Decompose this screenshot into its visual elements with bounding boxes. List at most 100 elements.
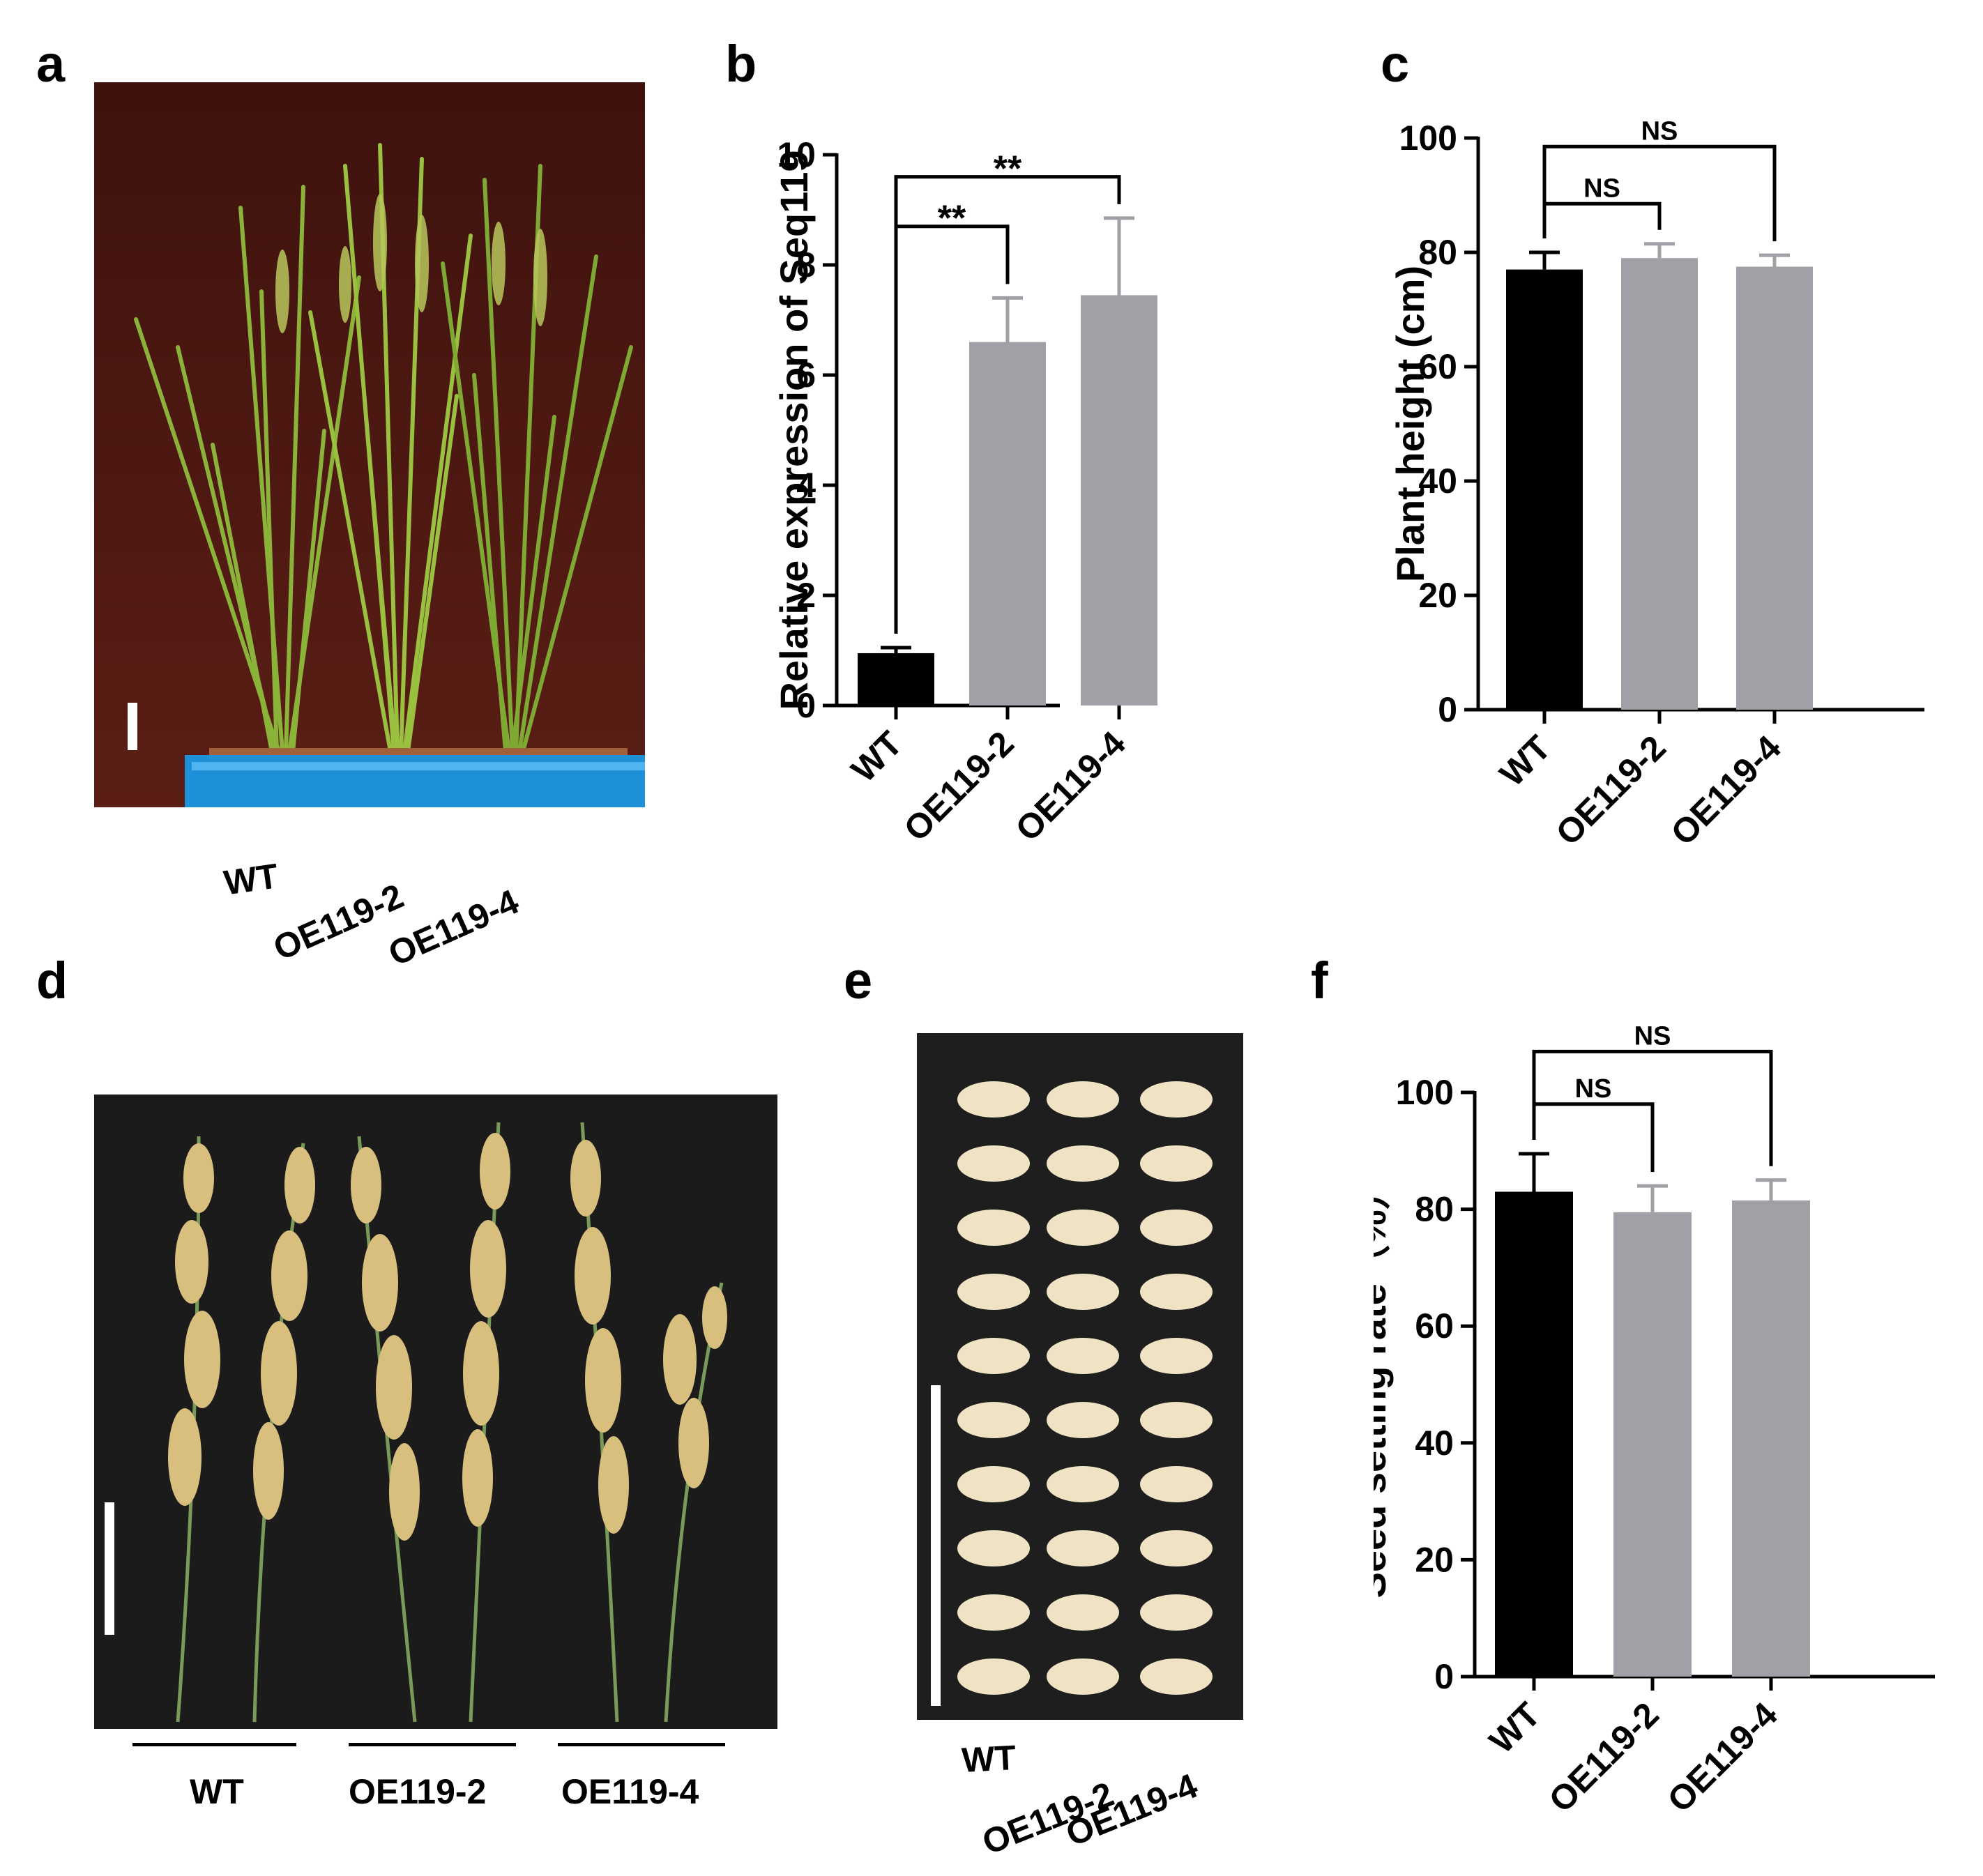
grain xyxy=(1047,1658,1119,1695)
panel-letter-e: e xyxy=(844,952,873,1009)
y-tick-label: 40 xyxy=(1415,1424,1454,1463)
x-tick-label: WT xyxy=(1492,728,1558,794)
panel-a-label-oe119-2: OE119-2 xyxy=(267,876,409,968)
panel-d-label-oe119-2: OE119-2 xyxy=(349,1772,487,1811)
y-tick-label: 40 xyxy=(1418,462,1457,501)
chart-c: 0 20 40 60 80 100 Plant height (cm) WTOE119-2OE… xyxy=(1395,116,1924,853)
grain xyxy=(1047,1594,1119,1631)
significance-bracket xyxy=(1542,144,1777,242)
panel-a-label-oe119-4: OE119-4 xyxy=(382,881,524,974)
y-tick-label: 100 xyxy=(1396,1073,1454,1112)
grain xyxy=(957,1402,1030,1438)
y-tick-label: 6 xyxy=(796,356,816,395)
y-tick-label: 60 xyxy=(1418,347,1457,386)
y-axis-label: Seed setting rate（%） xyxy=(1374,1170,1394,1598)
bar-oe119-4 xyxy=(1736,266,1813,710)
grain xyxy=(1140,1594,1213,1631)
significance-label: ** xyxy=(994,149,1022,190)
panel-d-label-wt: WT xyxy=(190,1772,244,1811)
grain xyxy=(957,1210,1030,1246)
y-tick-label: 20 xyxy=(1415,1540,1454,1579)
group-line-oe119-4 xyxy=(558,1743,725,1746)
scale-bar xyxy=(128,703,137,750)
y-tick-label: 20 xyxy=(1418,576,1457,615)
grain xyxy=(1140,1210,1213,1246)
y-tick-label: 8 xyxy=(796,245,816,284)
grain-illustration xyxy=(917,1033,1243,1720)
panel-e-label-oe119-4: OE119-4 xyxy=(1060,1766,1203,1854)
y-axis-label: Plant height (cm) xyxy=(1395,266,1432,582)
panel-letter-b: b xyxy=(725,35,757,93)
group-line-oe119-2 xyxy=(349,1743,516,1746)
significance-bracket xyxy=(1532,1049,1773,1166)
grain xyxy=(1140,1145,1213,1182)
panicle-illustration xyxy=(94,1095,777,1729)
bar-wt xyxy=(1495,1191,1573,1677)
bar-oe119-2 xyxy=(1613,1212,1692,1677)
panicle-photo xyxy=(94,1095,777,1729)
rice-plant-wt xyxy=(134,185,361,754)
plant-illustration xyxy=(94,82,645,807)
x-tick-label: OE119-2 xyxy=(897,724,1021,848)
significance-bracket xyxy=(1532,1102,1655,1173)
scale-bar xyxy=(105,1502,114,1635)
bar-oe119-4 xyxy=(1081,295,1157,706)
grain xyxy=(1047,1402,1119,1438)
grain xyxy=(1047,1081,1119,1118)
grain xyxy=(1140,1530,1213,1566)
grain xyxy=(1047,1338,1119,1374)
grain xyxy=(957,1530,1030,1566)
bar-oe119-2 xyxy=(969,342,1046,706)
grain xyxy=(1140,1402,1213,1438)
y-tick-label: 80 xyxy=(1415,1190,1454,1229)
y-tick-label: 0 xyxy=(1434,1657,1454,1696)
y-axis-label: Relative expression of Seq119 xyxy=(772,150,816,710)
grain xyxy=(957,1145,1030,1182)
panel-letter-f: f xyxy=(1311,952,1328,1009)
bar-oe119-2 xyxy=(1621,258,1698,710)
significance-label: NS xyxy=(1583,174,1620,203)
grain xyxy=(957,1594,1030,1631)
grain xyxy=(957,1658,1030,1695)
x-tick-label: OE119-4 xyxy=(1664,728,1788,853)
grain xyxy=(1047,1466,1119,1502)
grain xyxy=(1047,1530,1119,1566)
bar-oe119-4 xyxy=(1732,1200,1810,1677)
grain xyxy=(1140,1081,1213,1118)
grain xyxy=(1047,1210,1119,1246)
panicle-grains xyxy=(168,1133,727,1541)
grain xyxy=(1140,1466,1213,1502)
y-tick-label: 100 xyxy=(1399,119,1457,158)
y-tick-label: 0 xyxy=(796,686,816,725)
significance-label: ** xyxy=(938,199,966,239)
y-tick-label: 80 xyxy=(1418,233,1457,272)
group-line-wt xyxy=(132,1743,296,1746)
scale-bar xyxy=(931,1385,941,1706)
panel-d-label-oe119-4: OE119-4 xyxy=(561,1772,699,1811)
y-tick-label: 0 xyxy=(1438,690,1457,729)
x-tick-label: OE119-4 xyxy=(1008,724,1133,848)
panel-a-label-wt: WT xyxy=(221,856,281,903)
significance-bracket xyxy=(894,175,1121,634)
grain-photo xyxy=(917,1033,1243,1720)
y-tick-label: 2 xyxy=(796,576,816,615)
panel-letter-d: d xyxy=(36,952,68,1009)
y-tick-label: 60 xyxy=(1415,1306,1454,1345)
panel-letter-a: a xyxy=(36,35,66,93)
y-tick-label: 4 xyxy=(796,466,816,505)
plant-photo xyxy=(94,82,645,807)
grain xyxy=(957,1338,1030,1374)
significance-label: NS xyxy=(1575,1074,1612,1104)
significance-label: NS xyxy=(1641,116,1678,146)
grain xyxy=(1047,1145,1119,1182)
x-tick-label: OE119-2 xyxy=(1549,728,1673,853)
x-tick-label: OE119-4 xyxy=(1660,1695,1785,1820)
grain xyxy=(957,1081,1030,1118)
x-tick-label: WT xyxy=(844,724,910,790)
grain xyxy=(1140,1658,1213,1695)
grain xyxy=(1047,1274,1119,1310)
grain xyxy=(957,1274,1030,1310)
x-tick-label: OE119-2 xyxy=(1542,1695,1666,1820)
